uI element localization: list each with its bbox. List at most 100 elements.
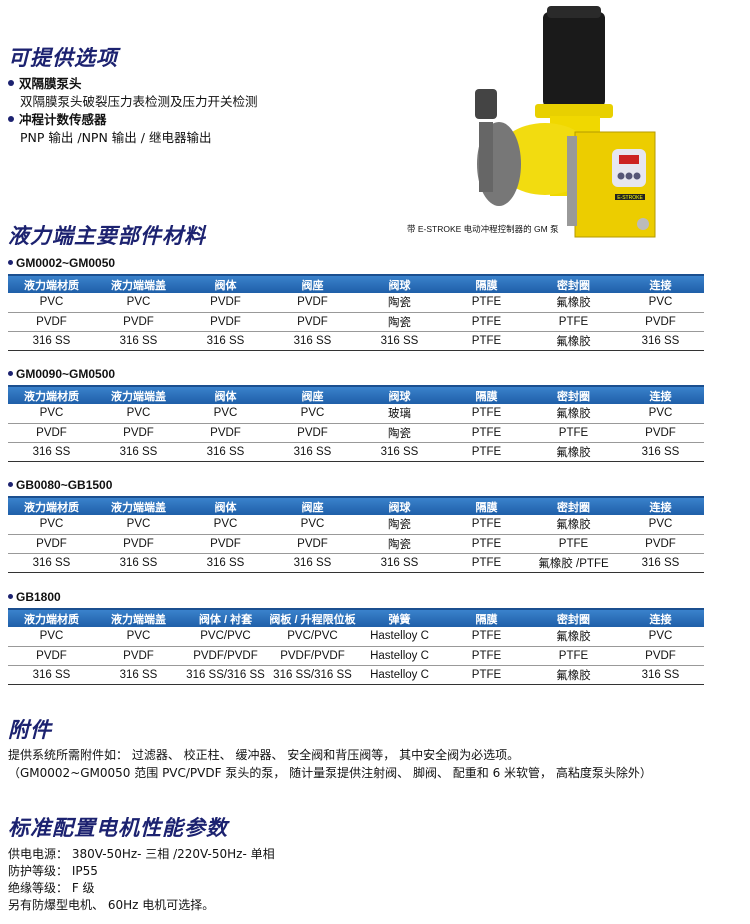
table-cell: PVDF [617, 534, 704, 554]
table-cell: PVC [617, 404, 704, 424]
table-cell: 316 SS [356, 442, 443, 462]
table-cell: PVDF/PVDF [269, 646, 356, 666]
table-cell: 陶瓷 [356, 293, 443, 313]
column-header: 阀体 [182, 274, 269, 293]
column-header: 阀球 [356, 496, 443, 515]
table-cell: PTFE [443, 665, 530, 685]
pump-product-image: E-STROKE [455, 4, 675, 240]
table-cell: PTFE [443, 331, 530, 351]
accessories-text-2: （GM0002~GM0050 范围 PVC/PVDF 泵头的泵， 随计量泵提供注… [8, 766, 652, 780]
table-row: PVDF PVDF PVDF/PVDF PVDF/PVDF Hastelloy C PTF… [8, 646, 704, 666]
table-header-row: 液力端材质 液力端端盖 阀体 阀座 阀球 隔膜 密封圈 连接 [8, 274, 704, 293]
table-cell: 氟橡胶 /PTFE [530, 553, 617, 573]
table-cell: PTFE [443, 515, 530, 535]
table-row: PVC PVC PVC PVC 玻璃 PTFE 氟橡胶 PVC [8, 404, 704, 424]
materials-table: 液力端材质 液力端端盖 阀体 阀座 阀球 隔膜 密封圈 连接 PVC PVC PVC PVC 玻璃 PT… [8, 385, 704, 462]
materials-table: 液力端材质 液力端端盖 阀体 / 衬套 阀板 / 升程限位板 弹簧 隔膜 密封圈 连接 PVC… [8, 608, 704, 685]
option-stroke-sensor-desc: PNP 输出 /NPN 输出 / 继电器输出 [20, 130, 212, 145]
table-cell: 316 SS [95, 442, 182, 462]
table-cell: PVDF [182, 423, 269, 443]
column-header: 连接 [617, 274, 704, 293]
table-row: PVC PVC PVC PVC 陶瓷 PTFE 氟橡胶 PVC [8, 515, 704, 535]
model-range-title: GB1800 [8, 590, 704, 604]
column-header: 液力端材质 [8, 385, 95, 404]
materials-heading: 液力端主要部件材料 [8, 224, 206, 248]
motor-insulation-class: 绝缘等级： F 级 [8, 881, 95, 895]
table-cell: 316 SS [356, 331, 443, 351]
table-cell: PVDF [269, 423, 356, 443]
table-cell: PVDF [617, 312, 704, 332]
column-header: 阀体 [182, 496, 269, 515]
table-cell: 316 SS [269, 442, 356, 462]
materials-block-4: GB1800 液力端材质 液力端端盖 阀体 / 衬套 阀板 / 升程限位板 弹簧 隔膜 密封… [8, 590, 704, 685]
table-cell: PVDF [182, 312, 269, 332]
table-row: PVDF PVDF PVDF PVDF 陶瓷 PTFE PTFE PVDF [8, 312, 704, 332]
table-row: 316 SS 316 SS 316 SS 316 SS 316 SS PTFE 氟橡胶 /P… [8, 553, 704, 573]
table-cell: PTFE [443, 423, 530, 443]
column-header: 隔膜 [443, 496, 530, 515]
motor-protection-class: 防护等级： IP55 [8, 864, 98, 878]
motor-options-note: 另有防爆型电机、 60Hz 电机可选择。 [8, 898, 215, 912]
column-header: 密封圈 [530, 608, 617, 627]
column-header: 隔膜 [443, 385, 530, 404]
table-cell: PTFE [443, 534, 530, 554]
table-cell: PVC [8, 627, 95, 647]
table-cell: 316 SS [95, 553, 182, 573]
table-cell: PVC/PVC [182, 627, 269, 647]
table-cell: 316 SS [182, 331, 269, 351]
table-cell: PTFE [443, 293, 530, 313]
model-range-title: GB0080~GB1500 [8, 478, 704, 492]
table-cell: PVC [95, 293, 182, 313]
column-header: 阀座 [269, 496, 356, 515]
table-cell: Hastelloy C [356, 627, 443, 647]
column-header: 阀座 [269, 274, 356, 293]
table-row: 316 SS 316 SS 316 SS 316 SS 316 SS PTFE 氟橡胶 316… [8, 442, 704, 462]
materials-table: 液力端材质 液力端端盖 阀体 阀座 阀球 隔膜 密封圈 连接 PVC PVC PVDF PVDF 陶瓷… [8, 274, 704, 351]
table-cell: PVC [95, 515, 182, 535]
column-header: 液力端材质 [8, 274, 95, 293]
table-row: PVC PVC PVDF PVDF 陶瓷 PTFE 氟橡胶 PVC [8, 293, 704, 313]
table-cell: PVC [617, 293, 704, 313]
table-cell: 玻璃 [356, 404, 443, 424]
table-cell: 316 SS [8, 665, 95, 685]
column-header: 阀球 [356, 274, 443, 293]
column-header: 密封圈 [530, 496, 617, 515]
table-row: PVC PVC PVC/PVC PVC/PVC Hastelloy C PTFE 氟橡胶 PV… [8, 627, 704, 647]
table-cell: Hastelloy C [356, 646, 443, 666]
table-cell: PVC [617, 627, 704, 647]
materials-block-1: GM0002~GM0050 液力端材质 液力端端盖 阀体 阀座 阀球 隔膜 密封圈 连接 PV… [8, 256, 704, 351]
column-header: 阀体 [182, 385, 269, 404]
table-cell: 氟橡胶 [530, 404, 617, 424]
table-cell: PTFE [530, 646, 617, 666]
column-header: 隔膜 [443, 608, 530, 627]
table-cell: PVC/PVC [269, 627, 356, 647]
table-cell: PVC [8, 404, 95, 424]
table-cell: 陶瓷 [356, 534, 443, 554]
model-range-title: GM0090~GM0500 [8, 367, 704, 381]
materials-block-3: GB0080~GB1500 液力端材质 液力端端盖 阀体 阀座 阀球 隔膜 密封圈 连接 PV… [8, 478, 704, 573]
column-header: 阀座 [269, 385, 356, 404]
table-cell: 氟橡胶 [530, 627, 617, 647]
table-header-row: 液力端材质 液力端端盖 阀体 阀座 阀球 隔膜 密封圈 连接 [8, 496, 704, 515]
table-cell: 316 SS [95, 331, 182, 351]
table-cell: 316 SS [8, 442, 95, 462]
table-cell: PTFE [530, 312, 617, 332]
option-double-diaphragm-desc: 双隔膜泵头破裂压力表检测及压力开关检测 [20, 94, 258, 109]
table-cell: PVC [8, 293, 95, 313]
table-cell: PTFE [530, 423, 617, 443]
column-header: 密封圈 [530, 274, 617, 293]
table-cell: PTFE [443, 442, 530, 462]
table-cell: PVDF [95, 423, 182, 443]
table-cell: PVC [182, 515, 269, 535]
column-header: 阀板 / 升程限位板 [269, 608, 356, 627]
option-stroke-sensor: 冲程计数传感器 [8, 111, 107, 129]
table-cell: PVDF/PVDF [182, 646, 269, 666]
table-cell: PVC [8, 515, 95, 535]
table-cell: 316 SS [617, 665, 704, 685]
table-cell: PVC [182, 404, 269, 424]
table-row: 316 SS 316 SS 316 SS/316 SS 316 SS/316 SS Ha… [8, 665, 704, 685]
table-row: PVDF PVDF PVDF PVDF 陶瓷 PTFE PTFE PVDF [8, 423, 704, 443]
model-range-title: GM0002~GM0050 [8, 256, 704, 270]
table-cell: PTFE [443, 646, 530, 666]
table-cell: PVC [95, 404, 182, 424]
